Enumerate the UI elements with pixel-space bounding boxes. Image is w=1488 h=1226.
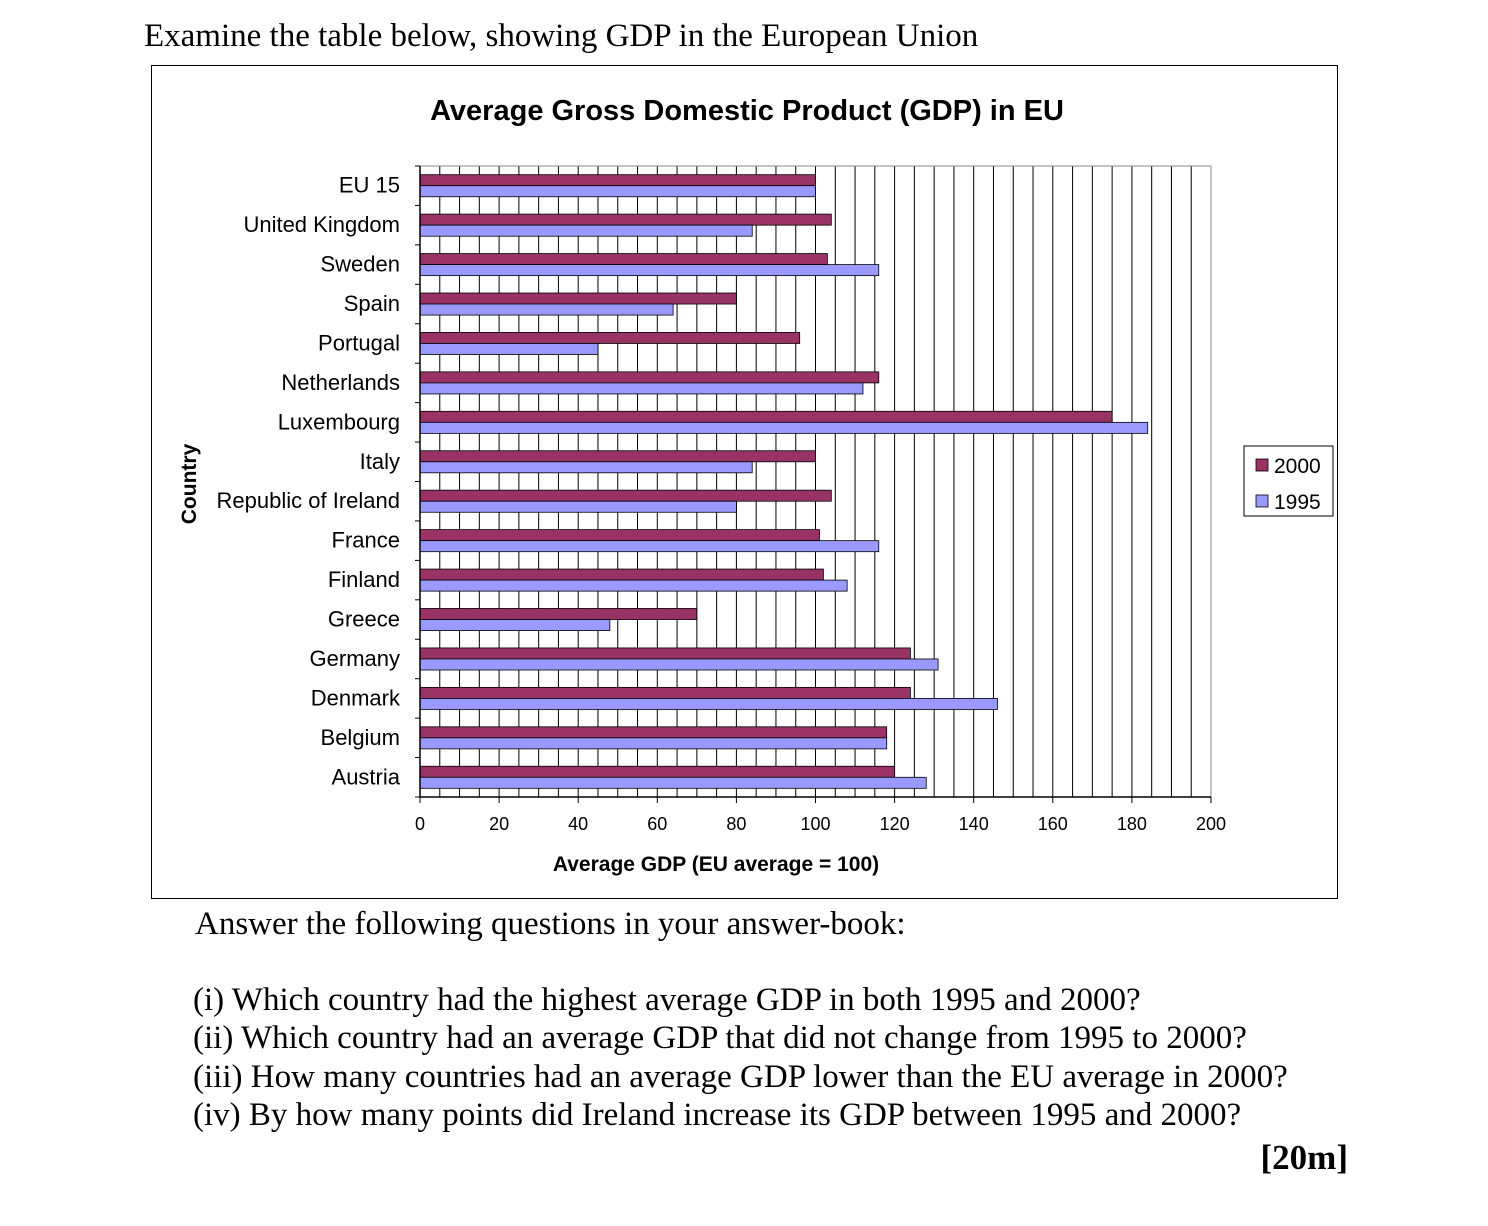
y-tick-label: Belgium	[321, 725, 400, 750]
y-tick-label: United Kingdom	[243, 212, 400, 237]
bar-2000	[419, 371, 880, 384]
bar-2000	[419, 647, 911, 660]
answer-heading: Answer the following questions in your a…	[195, 906, 906, 942]
y-tick-label: Spain	[344, 291, 400, 316]
y-tick-label: Netherlands	[281, 370, 400, 395]
question-1: (i) Which country had the highest averag…	[193, 982, 1141, 1018]
y-tick-label: Sweden	[320, 252, 400, 277]
x-tick-label: 60	[647, 814, 667, 834]
bar-1995	[419, 264, 880, 277]
y-tick-label: Italy	[360, 449, 400, 474]
y-tick-label: Germany	[310, 646, 400, 671]
bar-2000	[419, 450, 816, 463]
x-tick-label: 20	[489, 814, 509, 834]
legend-swatch-1995	[1255, 494, 1269, 508]
bar-1995	[419, 382, 864, 395]
gdp-bar-chart: Average Gross Domestic Product (GDP) in …	[178, 95, 1334, 876]
x-tick-label: 40	[568, 814, 588, 834]
x-tick-label: 180	[1117, 814, 1147, 834]
bar-2000	[419, 174, 816, 187]
bar-1995	[419, 303, 674, 316]
x-axis-label: Average GDP (EU average = 100)	[553, 853, 879, 876]
bar-2000	[419, 765, 896, 778]
bar-1995	[419, 776, 927, 789]
bar-1995	[419, 500, 737, 513]
legend: 2000 1995	[1243, 445, 1334, 517]
marks: [20m]	[1260, 1138, 1348, 1177]
legend-label-1995: 1995	[1274, 491, 1321, 514]
x-tick-label: 80	[726, 814, 746, 834]
intro-text: Examine the table below, showing GDP in …	[144, 18, 979, 54]
y-tick-label: Denmark	[311, 685, 401, 710]
bar-2000	[419, 608, 698, 620]
x-tick-label: 0	[415, 814, 425, 834]
bar-1995	[419, 461, 753, 474]
chart-frame: Average Gross Domestic Product (GDP) in …	[151, 65, 1338, 899]
y-axis-label: Country	[178, 443, 201, 524]
bar-2000	[419, 568, 824, 581]
x-tick-label: 140	[959, 814, 989, 834]
bar-1995	[419, 579, 848, 592]
x-tick-label: 100	[800, 814, 830, 834]
bar-1995	[419, 698, 998, 710]
legend-label-2000: 2000	[1274, 455, 1321, 478]
y-tick-label: France	[332, 528, 400, 553]
bar-1995	[419, 343, 599, 355]
y-tick-label: Finland	[328, 567, 400, 592]
bar-2000	[419, 213, 832, 226]
x-tick-label: 160	[1038, 814, 1068, 834]
y-tick-label: EU 15	[339, 173, 400, 198]
y-tick-label: Republic of Ireland	[217, 488, 400, 513]
bar-2000	[419, 292, 737, 305]
bar-1995	[419, 658, 939, 671]
bar-2000	[419, 332, 801, 344]
y-tick-label: Greece	[328, 607, 400, 632]
y-tick-label: Austria	[332, 764, 401, 789]
bar-2000	[419, 253, 828, 265]
y-tick-label: Portugal	[318, 330, 400, 355]
question-4: (iv) By how many points did Ireland incr…	[193, 1097, 1242, 1133]
bar-2000	[419, 529, 820, 542]
bar-2000	[419, 686, 911, 699]
bar-1995	[419, 224, 753, 237]
bar-1995	[419, 737, 888, 750]
x-tick-label: 120	[880, 814, 910, 834]
bar-1995	[419, 185, 816, 198]
question-3: (iii) How many countries had an average …	[193, 1059, 1288, 1095]
bar-2000	[419, 489, 832, 502]
bar-1995	[419, 421, 1149, 434]
chart-title: Average Gross Domestic Product (GDP) in …	[430, 95, 1064, 127]
bar-1995	[419, 540, 880, 553]
plot-area: EU 15 United Kingdom Sweden Spain Portugal Ne…	[217, 165, 1226, 834]
x-tick-label: 200	[1196, 814, 1226, 834]
bar-2000	[419, 726, 888, 739]
y-tick-label: Luxembourg	[278, 409, 400, 434]
legend-swatch-2000	[1255, 458, 1269, 472]
bar-2000	[419, 410, 1113, 423]
bar-1995	[419, 619, 611, 631]
question-2: (ii) Which country had an average GDP th…	[193, 1020, 1247, 1056]
